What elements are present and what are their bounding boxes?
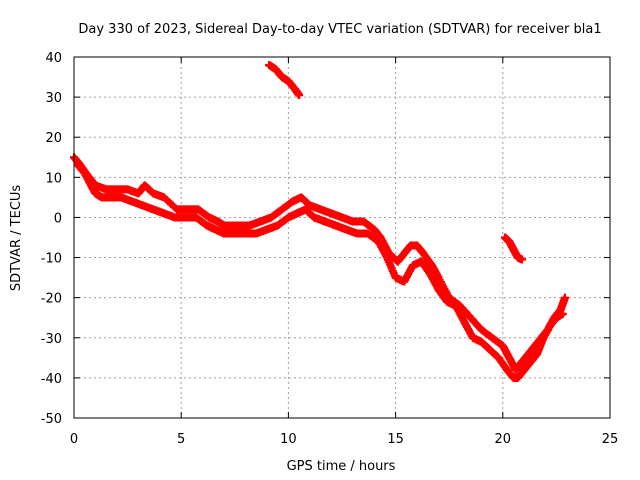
y-axis-label: SDTVAR / TECUs xyxy=(9,185,24,292)
data-point xyxy=(558,309,567,318)
data-points xyxy=(70,61,569,382)
y-tick-label: 20 xyxy=(45,131,62,146)
x-tick-label: 10 xyxy=(280,432,297,447)
data-point xyxy=(295,91,304,100)
x-tick-label: 15 xyxy=(387,432,404,447)
x-tick-label: 25 xyxy=(602,432,619,447)
x-tick-label: 20 xyxy=(495,432,512,447)
chart-title: Day 330 of 2023, Sidereal Day-to-day VTE… xyxy=(78,22,601,37)
y-tick-label: -50 xyxy=(41,412,62,427)
x-tick-label: 0 xyxy=(70,432,78,447)
y-tick-label: -30 xyxy=(41,332,62,347)
data-point xyxy=(560,293,569,302)
y-tick-label: 30 xyxy=(45,91,62,106)
x-tick-label: 5 xyxy=(177,432,185,447)
y-tick-label: 0 xyxy=(54,211,62,226)
x-axis-label: GPS time / hours xyxy=(287,459,396,474)
y-tick-label: -20 xyxy=(41,292,62,307)
y-tick-label: 40 xyxy=(45,51,62,66)
y-tick-label: -10 xyxy=(41,252,62,267)
data-point xyxy=(518,255,527,264)
y-tick-label: -40 xyxy=(41,372,62,387)
plot-frame xyxy=(73,56,611,419)
y-tick-label: 10 xyxy=(45,171,62,186)
